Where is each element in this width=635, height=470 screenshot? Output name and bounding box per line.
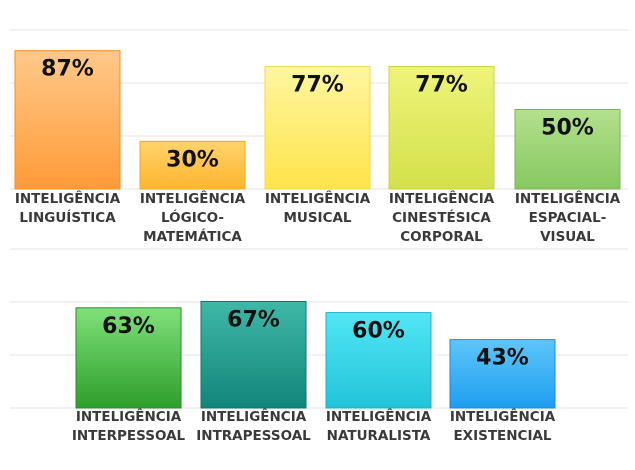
- chart-panel-top: 87% INTELIGÊNCIA LINGUÍSTICA 30% INTELIGÊNCI…: [10, 29, 628, 250]
- bar: [139, 140, 246, 190]
- data-label: 63%: [102, 314, 155, 339]
- category-label: INTELIGÊNCIA ESPACIAL-VISUAL: [515, 190, 621, 245]
- bar: [14, 50, 121, 190]
- category-label: INTELIGÊNCIA LÓGICO-MATEMÁTICA: [140, 190, 246, 245]
- bar: [514, 109, 621, 190]
- data-label: 77%: [415, 73, 468, 98]
- bar: [200, 300, 307, 409]
- data-label: 60%: [352, 319, 405, 344]
- data-label: 87%: [41, 57, 94, 82]
- data-label: 77%: [291, 73, 344, 98]
- bar: [75, 307, 182, 409]
- category-label: INTELIGÊNCIA INTERPESSOAL: [72, 408, 186, 444]
- category-label: INTELIGÊNCIA MUSICAL: [265, 190, 371, 226]
- category-label: INTELIGÊNCIA CINESTÉSICA CORPORAL: [389, 190, 495, 245]
- category-label: INTELIGÊNCIA LINGUÍSTICA: [15, 190, 121, 226]
- bar: [325, 312, 432, 409]
- data-label: 30%: [166, 147, 219, 172]
- category-label: INTELIGÊNCIA EXISTENCIAL: [450, 408, 556, 444]
- data-label: 67%: [227, 307, 280, 332]
- data-label: 43%: [476, 346, 529, 371]
- category-label: INTELIGÊNCIA NATURALISTA: [326, 408, 432, 444]
- category-label: INTELIGÊNCIA INTRAPESSOAL: [196, 408, 311, 444]
- bar: [449, 339, 556, 409]
- bar: [388, 66, 495, 190]
- bar: [264, 66, 371, 190]
- data-label: 50%: [541, 116, 594, 141]
- chart-panel-bottom: 63% INTELIGÊNCIA INTERPESSOAL 67% INTELIGÊNC…: [10, 300, 628, 444]
